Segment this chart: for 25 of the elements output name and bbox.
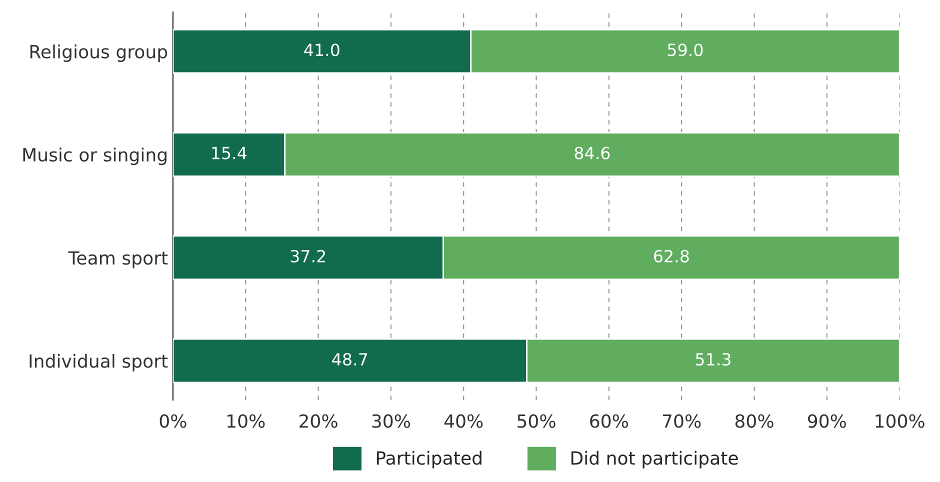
x-tick-label: 30% (372, 414, 410, 428)
x-tick-label: 10% (228, 414, 265, 428)
y-tick-label: Team sport (68, 251, 168, 268)
data-label: 84.6 (574, 146, 610, 160)
y-tick-label: Individual sport (30, 354, 168, 372)
data-label: 15.4 (212, 146, 247, 160)
x-tick-label: 40% (444, 414, 483, 428)
x-tick-label: 0% (160, 414, 186, 428)
data-label: 59.0 (668, 44, 703, 56)
x-tick-label: 80% (735, 414, 774, 428)
data-label: 37.2 (290, 250, 325, 262)
y-tick-label: Music or singing (23, 148, 166, 166)
data-label: 41.0 (304, 44, 340, 56)
x-tick-label: 50% (518, 414, 556, 428)
x-tick-label: 100% (876, 414, 924, 428)
x-tick-label: 90% (808, 414, 846, 428)
data-label: 51.3 (696, 352, 730, 366)
x-tick-label: 70% (663, 414, 701, 428)
legend-label: Did not participate (571, 450, 738, 468)
data-label: 48.7 (332, 352, 368, 366)
y-tick-label: Religious group (30, 44, 168, 62)
x-tick-label: 60% (590, 414, 628, 428)
x-tick-label: 20% (300, 414, 338, 428)
legend-label: Participated (377, 450, 482, 468)
data-label: 62.8 (654, 250, 689, 262)
